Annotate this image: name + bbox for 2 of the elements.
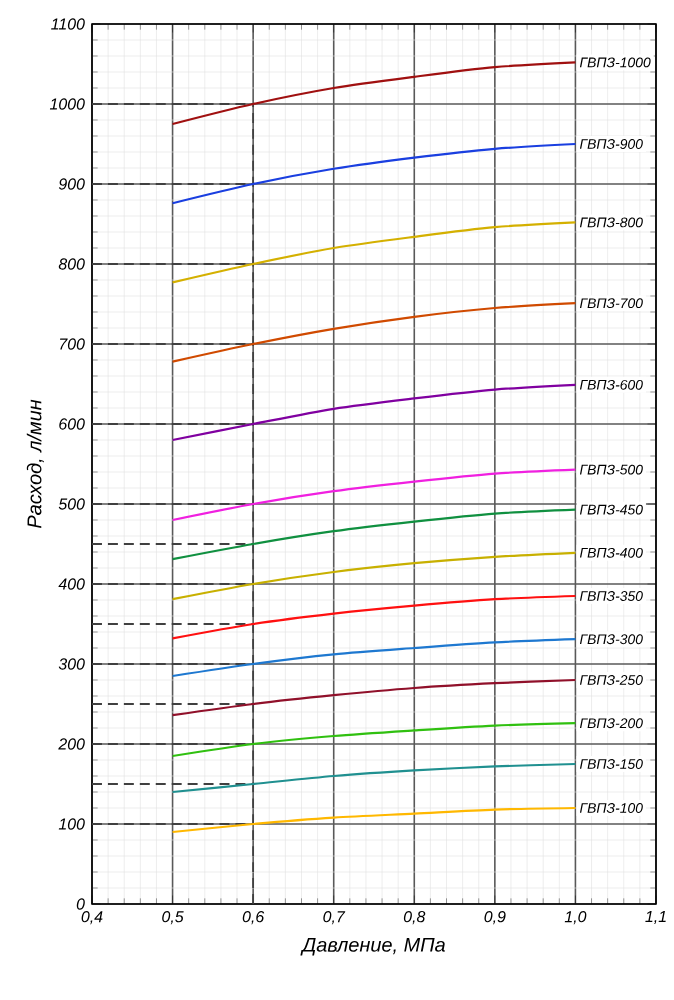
x-axis-title: Давление, МПа — [300, 937, 446, 956]
y-axis-title: Расход, л/мин — [26, 399, 44, 529]
